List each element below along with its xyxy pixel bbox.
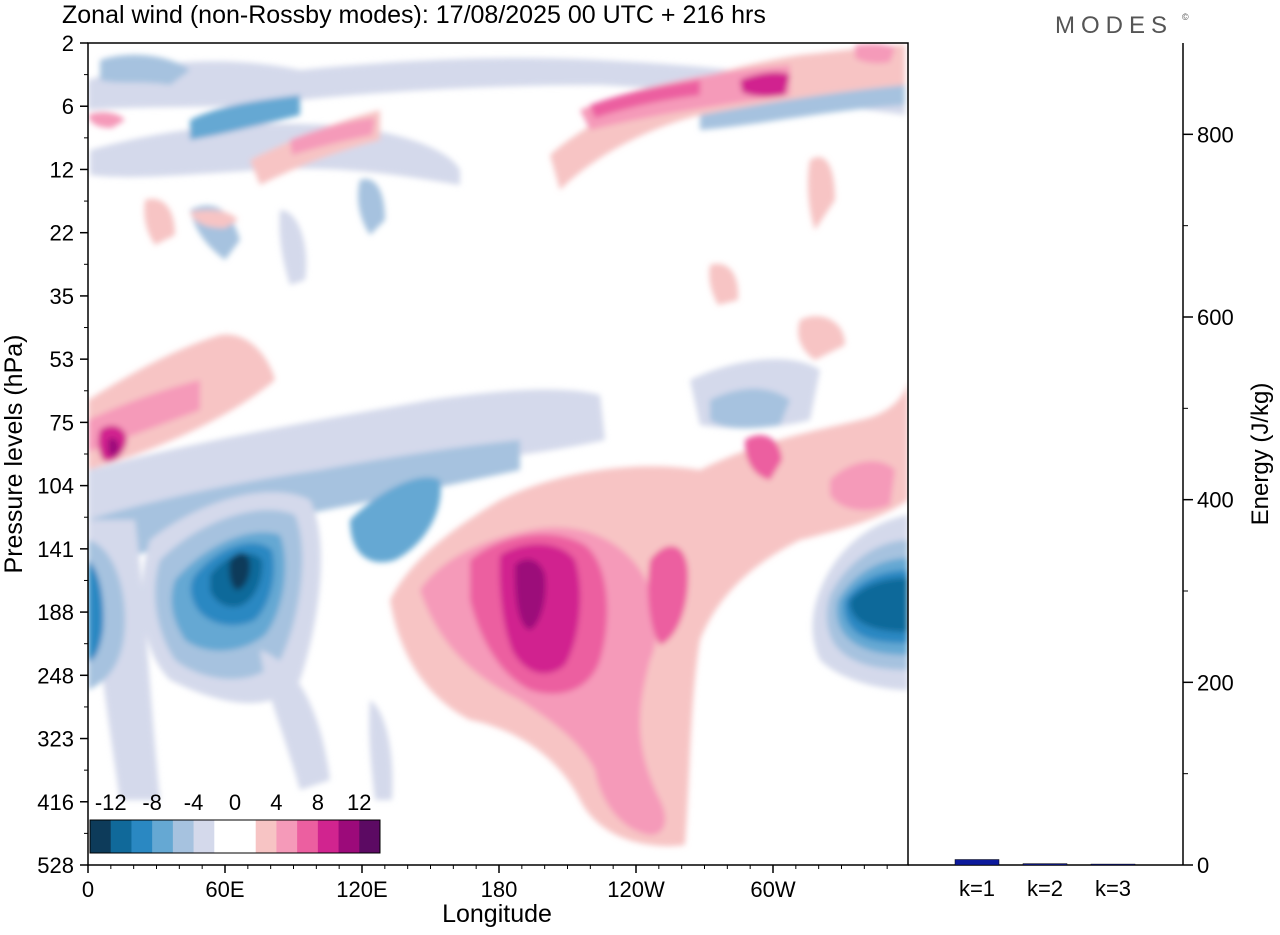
colorbar: -12 -8 -4 0 4 8 12 bbox=[89, 790, 381, 854]
y-axis-label: Pressure levels (hPa) bbox=[0, 335, 28, 574]
heatmap-field bbox=[88, 43, 908, 847]
pos-blob-right bbox=[830, 461, 895, 511]
colorbar-swatch bbox=[255, 820, 277, 853]
y-axis: 2 6 12 22 35 53 75 104 141 188 248 323 416 528 bbox=[37, 31, 88, 878]
colorbar-tick-label: -4 bbox=[184, 790, 204, 815]
pos-upper-band-outer bbox=[550, 45, 905, 190]
colorbar-swatch bbox=[172, 820, 195, 853]
x-tick-label: 120E bbox=[336, 877, 387, 902]
pos-small-4 bbox=[807, 156, 835, 230]
colorbar-tick-label: -8 bbox=[142, 790, 162, 815]
colorbar-swatch bbox=[193, 820, 215, 853]
neg-right-core bbox=[849, 578, 908, 632]
y-tick-label: 22 bbox=[50, 221, 74, 246]
y-tick-label: 323 bbox=[37, 727, 74, 752]
energy-bar bbox=[1022, 863, 1068, 866]
energy-y-tick-label: 400 bbox=[1197, 488, 1234, 513]
y-tick-label: 141 bbox=[37, 537, 74, 562]
pos-left-band-core bbox=[108, 438, 120, 456]
colorbar-frame bbox=[89, 819, 381, 854]
y-tick-label: 248 bbox=[37, 663, 74, 688]
y-tick-label: 12 bbox=[50, 157, 74, 182]
energy-bar bbox=[1090, 863, 1136, 866]
brand-logo: MODES bbox=[1055, 12, 1173, 39]
energy-bar bbox=[954, 859, 1000, 866]
x-tick-label: 60W bbox=[750, 877, 795, 902]
neg-blob-upper-mid bbox=[190, 95, 300, 140]
colorbar-swatch bbox=[131, 820, 153, 853]
energy-chart: 0 200 400 600 800 k=1 k=2 k=3 bbox=[908, 43, 1234, 901]
colorbar-tick-label: -12 bbox=[95, 790, 127, 815]
x-tick-label: 120W bbox=[607, 877, 665, 902]
pos-upper-top-right bbox=[855, 43, 895, 64]
y-tick-label: 416 bbox=[37, 790, 74, 815]
colorbar-tick-label: 8 bbox=[312, 790, 324, 815]
pos-blob-120w bbox=[648, 546, 689, 645]
neg-column-left-inner bbox=[88, 560, 104, 662]
neg-blob-small-3 bbox=[279, 210, 307, 285]
chart-title: Zonal wind (non-Rossby modes): 17/08/202… bbox=[62, 1, 766, 29]
x-axis-label: Longitude bbox=[442, 900, 552, 928]
y-tick-label: 104 bbox=[37, 474, 74, 499]
neg-blob-mid-right-core bbox=[710, 388, 790, 429]
pos-small-6 bbox=[798, 316, 845, 360]
pos-small-1 bbox=[144, 198, 175, 245]
energy-y-axis-label: Energy (J/kg) bbox=[1247, 383, 1274, 526]
y-tick-label: 188 bbox=[37, 600, 74, 625]
brand-mark: © bbox=[1182, 12, 1189, 22]
x-tick-label: 180 bbox=[481, 877, 518, 902]
colorbar-swatch bbox=[110, 820, 132, 853]
x-tick-label: 0 bbox=[82, 877, 94, 902]
pos-upper-band-core bbox=[740, 72, 790, 97]
colorbar-tick-label: 12 bbox=[347, 790, 371, 815]
pos-upper-left-core bbox=[290, 118, 375, 155]
y-tick-label: 75 bbox=[50, 410, 74, 435]
energy-y-tick-label: 0 bbox=[1197, 853, 1209, 878]
y-tick-label: 528 bbox=[37, 853, 74, 878]
y-tick-label: 6 bbox=[62, 94, 74, 119]
y-tick-label: 2 bbox=[62, 31, 74, 56]
colorbar-swatch bbox=[214, 820, 236, 853]
y-tick-label: 53 bbox=[50, 347, 74, 372]
energy-y-tick-label: 800 bbox=[1197, 122, 1234, 147]
pos-upper-band-l3 bbox=[590, 80, 700, 118]
colorbar-swatch bbox=[90, 820, 112, 853]
pos-upper-band-l2 bbox=[580, 65, 790, 130]
neg-blob-small-2 bbox=[358, 179, 385, 235]
neg-blob-upper-left bbox=[100, 54, 190, 85]
colorbar-swatch bbox=[338, 820, 360, 853]
colorbar-swatch bbox=[317, 820, 340, 853]
energy-x-tick-label: k=2 bbox=[1027, 876, 1063, 901]
colorbar-swatch bbox=[276, 820, 298, 853]
neg-blob-120e bbox=[350, 477, 441, 563]
energy-x-tick-label: k=1 bbox=[959, 876, 995, 901]
neg-streak-lower-2 bbox=[369, 700, 393, 800]
energy-y-tick-label: 200 bbox=[1197, 670, 1234, 695]
neg-streak-lower-1 bbox=[260, 650, 330, 790]
x-axis: 0 60E 120E 180 120W 60W bbox=[82, 865, 888, 902]
colorbar-tick-label: 0 bbox=[229, 790, 241, 815]
colorbar-swatch bbox=[235, 820, 257, 853]
pos-blob-75w bbox=[744, 435, 782, 480]
colorbar-swatch bbox=[297, 820, 319, 853]
colorbar-tick-label: 4 bbox=[270, 790, 282, 815]
energy-y-tick-label: 600 bbox=[1197, 305, 1234, 330]
pos-small-5 bbox=[709, 263, 739, 305]
pos-small-2 bbox=[190, 210, 238, 228]
colorbar-swatch bbox=[152, 820, 174, 853]
x-tick-label: 60E bbox=[205, 877, 244, 902]
colorbar-swatch bbox=[359, 820, 381, 853]
y-tick-label: 35 bbox=[50, 284, 74, 309]
energy-x-tick-label: k=3 bbox=[1095, 876, 1131, 901]
pos-small-3 bbox=[88, 112, 125, 128]
pos-main-180-core bbox=[514, 559, 546, 630]
neg-main-60e-core bbox=[229, 552, 250, 590]
